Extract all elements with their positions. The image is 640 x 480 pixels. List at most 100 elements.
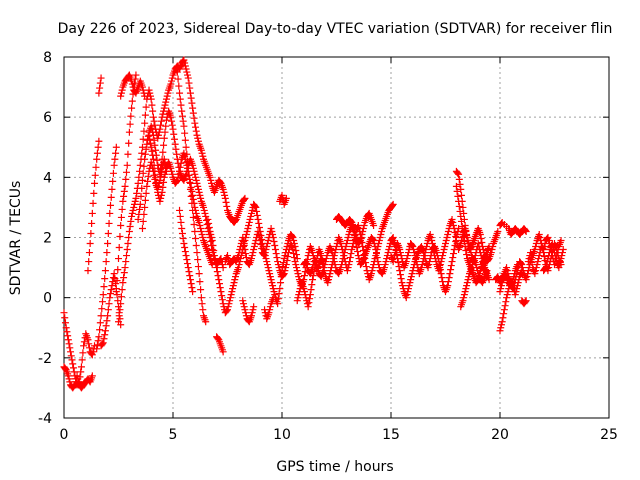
plus-marker xyxy=(134,215,142,223)
plus-marker xyxy=(216,284,224,292)
plus-marker xyxy=(436,266,444,274)
plus-marker xyxy=(197,224,205,232)
plus-marker xyxy=(322,258,330,266)
plus-marker xyxy=(249,249,257,257)
plus-marker xyxy=(136,200,144,208)
plus-marker xyxy=(131,197,139,205)
plus-marker xyxy=(396,249,404,257)
plus-marker xyxy=(187,192,195,200)
plus-marker xyxy=(124,240,132,248)
plus-marker xyxy=(435,258,443,266)
plus-marker xyxy=(196,278,204,286)
plus-marker xyxy=(151,175,159,183)
plus-marker xyxy=(197,294,205,302)
plus-marker xyxy=(199,152,207,160)
plus-marker xyxy=(342,243,350,251)
plus-marker xyxy=(78,356,86,364)
series-n xyxy=(176,206,197,296)
plus-marker xyxy=(109,177,117,185)
plus-marker xyxy=(164,89,172,97)
plus-marker xyxy=(142,145,150,153)
plus-marker xyxy=(250,303,258,311)
plus-marker xyxy=(87,229,95,237)
plus-marker xyxy=(181,62,189,70)
series-l xyxy=(138,155,170,232)
plus-marker xyxy=(462,247,470,255)
plus-marker xyxy=(64,372,72,380)
plus-marker xyxy=(103,249,111,257)
plus-marker xyxy=(263,240,271,248)
plus-marker xyxy=(117,221,125,229)
plus-marker xyxy=(189,191,197,199)
series-e xyxy=(93,143,120,353)
plus-marker xyxy=(455,175,463,183)
series-c xyxy=(84,137,103,275)
plus-marker xyxy=(104,312,112,320)
plus-marker xyxy=(467,244,475,252)
plus-marker xyxy=(248,309,256,317)
plus-marker xyxy=(99,340,107,348)
plus-marker xyxy=(458,222,466,230)
plus-marker xyxy=(224,306,231,314)
plus-marker xyxy=(454,192,462,200)
plus-marker xyxy=(456,207,464,215)
series-d xyxy=(95,74,105,97)
plus-marker xyxy=(188,199,196,207)
plus-marker xyxy=(182,252,190,260)
plus-marker xyxy=(394,259,402,267)
plus-marker xyxy=(192,123,200,131)
plus-marker xyxy=(248,252,256,260)
plus-marker xyxy=(439,249,447,257)
series-h xyxy=(117,71,149,100)
plus-marker xyxy=(216,178,224,186)
plus-marker xyxy=(66,344,74,352)
plus-marker xyxy=(271,291,279,299)
plus-marker xyxy=(281,267,289,275)
plus-marker xyxy=(540,246,548,254)
plus-marker xyxy=(544,234,552,241)
plus-marker xyxy=(170,130,178,138)
plus-marker xyxy=(280,270,288,278)
plus-marker xyxy=(184,71,192,79)
plus-marker xyxy=(267,224,275,232)
plus-marker xyxy=(434,255,442,263)
plus-marker xyxy=(123,246,131,254)
plus-marker xyxy=(559,246,567,254)
plus-marker xyxy=(65,340,73,348)
plus-marker xyxy=(462,285,470,293)
plus-marker xyxy=(442,237,450,245)
x-axis-label: GPS time / hours xyxy=(276,459,393,475)
plus-marker xyxy=(378,227,386,235)
plus-marker xyxy=(396,267,404,275)
plus-marker xyxy=(532,267,540,275)
y-axis-label: SDTVAR / TECUs xyxy=(8,181,24,296)
plus-marker xyxy=(301,272,309,280)
plus-marker xyxy=(208,234,216,241)
plus-marker xyxy=(193,131,201,139)
series-o xyxy=(204,200,301,317)
plus-marker xyxy=(409,267,417,275)
plus-marker xyxy=(117,89,125,97)
plus-marker xyxy=(168,77,176,85)
plus-marker xyxy=(128,104,136,112)
plus-marker xyxy=(181,248,189,256)
plus-marker xyxy=(186,179,194,187)
plus-marker xyxy=(189,109,197,117)
plus-marker xyxy=(524,258,532,266)
plus-marker xyxy=(154,185,162,193)
plus-marker xyxy=(162,122,170,130)
plus-marker xyxy=(185,268,193,276)
plus-marker xyxy=(172,145,180,153)
plus-marker xyxy=(99,291,107,299)
plus-marker xyxy=(188,99,196,107)
plus-marker xyxy=(367,270,375,278)
plus-marker xyxy=(136,161,144,169)
plus-marker xyxy=(536,234,544,241)
plus-marker xyxy=(63,328,71,336)
plus-marker xyxy=(104,306,112,314)
plus-marker xyxy=(60,309,68,317)
plus-marker xyxy=(293,264,301,272)
plus-marker xyxy=(112,149,120,157)
plus-marker xyxy=(398,279,406,287)
plus-marker xyxy=(241,246,249,254)
